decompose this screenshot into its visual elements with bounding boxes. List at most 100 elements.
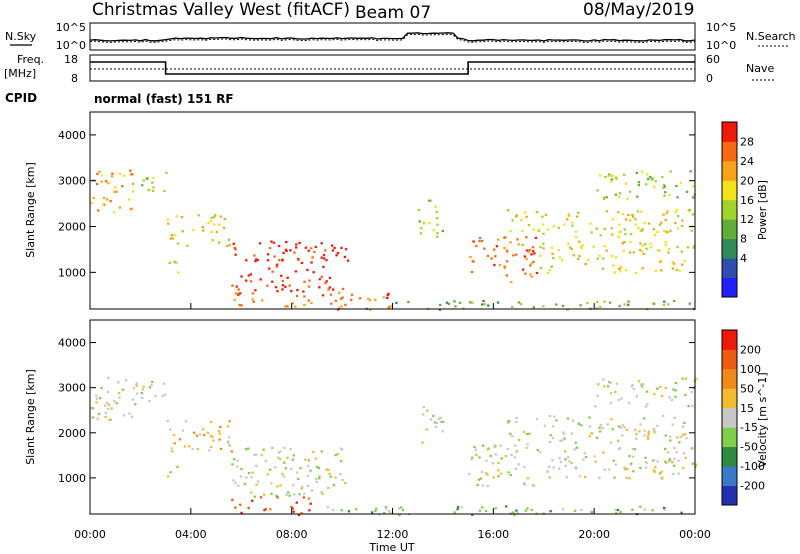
power-cell [567,242,570,245]
power-cell [687,209,690,212]
power-cell [579,245,583,248]
velocity-cell [432,414,435,418]
date-label: 08/May/2019 [583,0,695,20]
power-cell [512,254,515,257]
power-cell [284,285,287,288]
velocity-cell [287,491,290,494]
velocity-cell [255,464,258,467]
velocity-cell [675,451,678,454]
velocity-cell [663,508,666,511]
velocity-cell [588,425,592,428]
velocity-cell [290,468,293,471]
power-cell [546,228,550,231]
velocity-cell [421,413,425,416]
velocity-cell [603,468,606,471]
velocity-cell [181,429,185,432]
power-cell [344,248,348,251]
velocity-cell [694,463,698,466]
velocity-cell [662,506,666,509]
x-tick-label: 08:00 [276,528,308,541]
velocity-cell [167,475,170,478]
velocity-cell [494,507,497,510]
power-cell [320,242,323,245]
velocity-cell [564,464,567,467]
power-cell [249,280,253,283]
velocity-cell [251,499,254,502]
velocity-cell [677,459,680,462]
velocity-cell [199,433,202,436]
velocity-cell [481,506,484,509]
power-cell [235,285,238,288]
power-cell [97,209,100,212]
power-cell [679,181,683,185]
velocity-cell [234,506,237,509]
velocity-cell [104,415,107,418]
velocity-cell [95,397,99,400]
power-cell [623,173,626,176]
power-cell [621,212,625,216]
velocity-panel-frame [89,319,696,515]
velocity-cell [281,473,284,476]
velocity-cell [255,483,258,486]
power-cell [665,230,668,234]
velocity-cell [481,444,485,447]
power-cell [496,301,500,304]
power-cell [641,244,644,247]
velocity-cell [387,510,391,513]
velocity-cell [692,387,696,390]
power-cell [115,190,118,193]
power-cell [358,297,362,300]
velocity-cell [303,492,306,496]
power-cell [276,290,279,293]
power-cell [281,280,284,283]
power-cell [295,294,299,298]
velocity-cell [602,451,605,454]
noise-search-line [89,33,696,43]
velocity-ytick-label: 2000 [58,427,86,440]
velocity-cell [327,486,330,489]
velocity-cell [269,508,272,511]
power-cell [490,257,493,260]
velocity-cell [453,511,456,514]
power-cell [481,303,484,306]
power-cell [517,243,520,246]
velocity-cell [548,440,552,444]
velocity-cell [169,428,172,431]
velocity-cell [262,493,266,496]
velocity-cell [631,447,635,450]
velocity-cell [278,457,282,460]
power-cell [618,223,621,226]
velocity-cell [597,383,600,386]
power-cell [674,211,677,214]
velocity-cell [625,468,629,471]
velocity-cell [523,465,526,469]
velocity-cell [227,441,230,444]
power-cell [509,230,512,233]
power-cell [680,224,684,228]
power-cell [186,244,189,247]
power-cell [602,257,605,260]
velocity-cell [263,509,266,512]
power-cell [509,241,512,244]
power-cell [575,215,579,218]
velocity-cell [633,448,636,451]
velocity-cell [628,477,631,480]
velocity-cell [679,436,683,439]
velocity-cell [680,511,683,514]
velocity-cell [687,405,690,408]
power-cell [664,243,667,246]
velocity-cell [563,432,566,436]
velocity-cell [493,446,496,449]
power-cell [307,285,311,288]
power-cell [436,223,439,226]
velocity-cell [291,458,294,461]
freq-unit: [MHz] [4,67,36,80]
power-cell [212,223,216,226]
power-cell [692,185,695,188]
power-cell [516,238,519,241]
velocity-cell [632,387,635,390]
power-colorbar-segment [722,199,737,220]
power-cell [664,218,667,222]
power-cell [587,258,590,261]
